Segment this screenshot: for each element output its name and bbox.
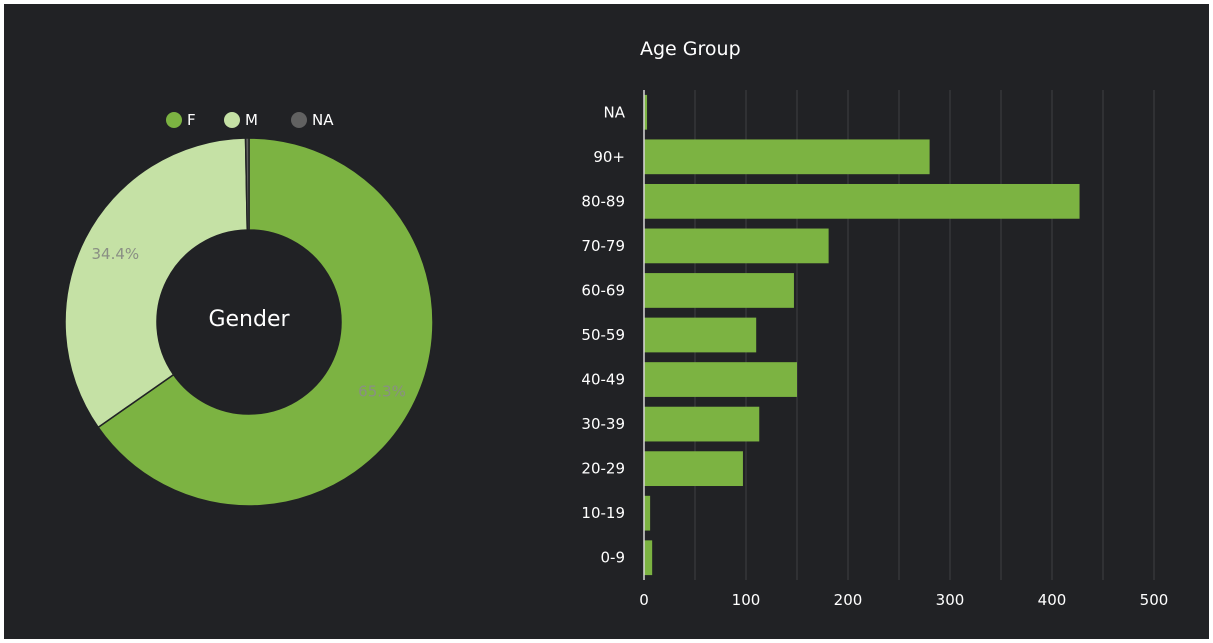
donut-slice-na[interactable] bbox=[244, 137, 250, 231]
donut-slice-label-m: 34.4% bbox=[92, 245, 140, 263]
x-tick-label: 0 bbox=[639, 591, 649, 609]
charts-canvas: F M NA 65.3% 34.4% Gender Age Group NA 90+ 80… bbox=[64, 38, 1168, 609]
x-tick-label: 400 bbox=[1038, 591, 1067, 609]
category-label-10-19: 10-19 bbox=[581, 504, 625, 522]
category-label-80-89: 80-89 bbox=[581, 192, 625, 210]
bar-chart-x-tick-labels: 0 100 200 300 400 500 bbox=[639, 591, 1168, 609]
x-tick-label: 100 bbox=[732, 591, 761, 609]
gender-donut-chart: F M NA 65.3% 34.4% Gender bbox=[64, 111, 434, 507]
category-label-30-39: 30-39 bbox=[581, 415, 625, 433]
category-label-20-29: 20-29 bbox=[581, 460, 625, 478]
legend-swatch-icon bbox=[166, 112, 182, 128]
category-label-0-9: 0-9 bbox=[601, 549, 626, 567]
legend-label: F bbox=[187, 111, 196, 129]
legend-item-f[interactable]: F bbox=[166, 111, 196, 129]
category-label-NA: NA bbox=[604, 103, 626, 121]
legend-label: M bbox=[245, 111, 258, 129]
bar-0-9[interactable] bbox=[644, 540, 653, 576]
legend-swatch-icon bbox=[224, 112, 240, 128]
bar-chart-title: Age Group bbox=[640, 38, 741, 60]
category-label-40-49: 40-49 bbox=[581, 371, 625, 389]
legend-swatch-icon bbox=[291, 112, 307, 128]
x-tick-label: 300 bbox=[936, 591, 965, 609]
bar-chart-category-labels: NA 90+ 80-89 70-79 60-69 50-59 40-49 30-39 20-29… bbox=[581, 103, 625, 566]
bar-chart-bars bbox=[644, 94, 1080, 576]
donut-slices bbox=[64, 137, 434, 507]
bar-30-39[interactable] bbox=[644, 406, 760, 442]
category-label-90+: 90+ bbox=[593, 148, 625, 166]
gender-legend: F M NA bbox=[166, 111, 334, 129]
legend-label: NA bbox=[312, 111, 334, 129]
bar-50-59[interactable] bbox=[644, 317, 757, 353]
legend-item-m[interactable]: M bbox=[224, 111, 258, 129]
bar-90+[interactable] bbox=[644, 139, 930, 175]
category-label-70-79: 70-79 bbox=[581, 237, 625, 255]
x-tick-label: 200 bbox=[834, 591, 863, 609]
bar-NA[interactable] bbox=[644, 94, 648, 130]
bar-60-69[interactable] bbox=[644, 273, 794, 308]
bar-70-79[interactable] bbox=[644, 228, 829, 264]
bar-10-19[interactable] bbox=[644, 495, 651, 531]
legend-item-na[interactable]: NA bbox=[291, 111, 334, 129]
dashboard-panel: F M NA 65.3% 34.4% Gender Age Group NA 90+ 80… bbox=[4, 4, 1209, 639]
age-group-bar-chart: Age Group NA 90+ 80-89 70-79 60-69 50-59 40-49… bbox=[581, 38, 1168, 609]
bar-20-29[interactable] bbox=[644, 451, 743, 487]
donut-slice-m[interactable] bbox=[64, 137, 249, 429]
donut-slice-f[interactable] bbox=[97, 137, 434, 507]
category-label-60-69: 60-69 bbox=[581, 281, 625, 299]
category-label-50-59: 50-59 bbox=[581, 326, 625, 344]
bar-40-49[interactable] bbox=[644, 362, 797, 397]
x-tick-label: 500 bbox=[1140, 591, 1169, 609]
donut-center-label: Gender bbox=[208, 307, 290, 332]
bar-80-89[interactable] bbox=[644, 183, 1080, 219]
donut-slice-label-f: 65.3% bbox=[358, 382, 406, 400]
donut-slice-labels: 65.3% 34.4% bbox=[92, 245, 406, 400]
